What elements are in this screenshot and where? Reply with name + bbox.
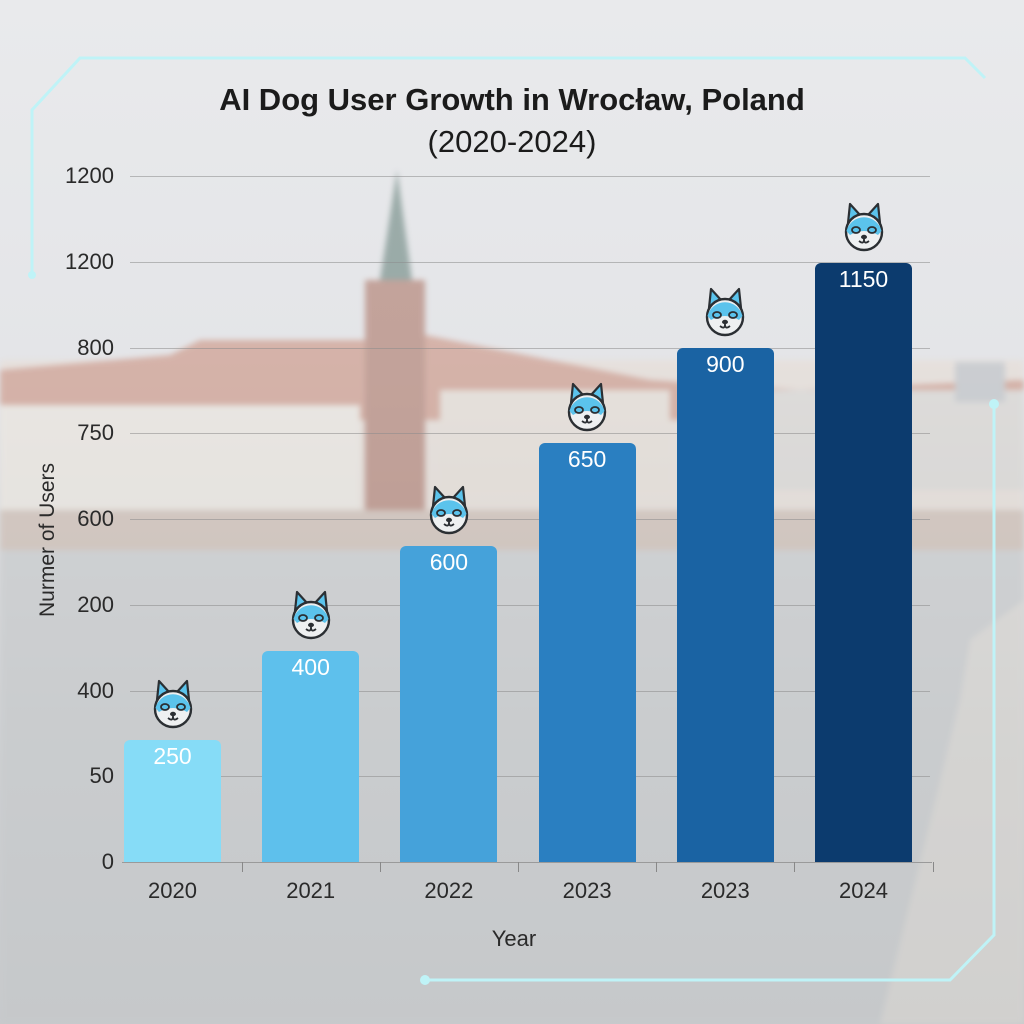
bar-2020	[124, 739, 221, 862]
gridline	[130, 519, 930, 520]
bar-2023	[676, 348, 774, 862]
gridline	[130, 604, 930, 606]
y-tick-label: 750	[77, 420, 114, 446]
dog-face-icon	[149, 678, 197, 730]
bar-value-label: 650	[567, 445, 607, 472]
frame-dot	[420, 975, 430, 985]
y-tick-label: 50	[89, 763, 114, 789]
x-axis-line	[122, 862, 932, 863]
x-tick-label: 2021	[286, 878, 336, 903]
bar-2021	[262, 650, 360, 862]
y-tick-label: 800	[77, 334, 114, 360]
bar-value-label: 900	[706, 351, 745, 378]
y-tick-label: 600	[77, 506, 114, 531]
bar-value-label: 250	[153, 742, 192, 769]
chart-subtitle: (2020-2024)	[427, 124, 597, 159]
bar-value-label: 600	[429, 549, 469, 576]
dog-face-icon	[840, 201, 888, 253]
bar-value-label: 1150	[838, 266, 889, 293]
y-tick-label: 1200	[65, 248, 114, 274]
dog-face-icon	[563, 381, 611, 433]
bar-2022	[400, 546, 498, 862]
bar-2024	[815, 263, 912, 862]
x-tick-label: 2023	[700, 878, 750, 903]
gridline	[130, 176, 930, 177]
x-tick-label: 2022	[424, 878, 474, 903]
dog-face-icon	[425, 484, 473, 536]
y-tick-label: 0	[101, 849, 114, 874]
dog-face-icon	[701, 286, 749, 338]
x-tick-mark	[379, 862, 381, 872]
x-tick-label: 2020	[148, 878, 197, 903]
y-tick-label: 400	[77, 677, 114, 703]
gridline	[130, 690, 930, 692]
dog-face-icon	[287, 589, 335, 641]
x-tick-mark	[241, 862, 243, 872]
x-tick-mark	[518, 862, 519, 872]
gridline	[130, 261, 930, 263]
x-tick-label: 2024	[839, 878, 888, 903]
frame-dot	[28, 271, 36, 279]
frame-dot	[989, 399, 999, 409]
x-axis-label: Year	[491, 926, 537, 951]
bar-2023	[538, 442, 636, 862]
x-tick-mark	[656, 862, 658, 872]
chart-title: AI Dog User Growth in Wrocław, Poland	[219, 82, 805, 117]
gridline	[130, 433, 930, 435]
y-axis-label: Nurmer of Users	[36, 462, 59, 618]
x-tick-label: 2023	[562, 878, 612, 903]
x-tick-mark	[932, 862, 934, 872]
y-tick-label: 200	[77, 591, 114, 617]
frame-line-bottom-right	[425, 404, 996, 982]
bar-value-label: 400	[291, 653, 330, 680]
gridline	[130, 347, 930, 349]
x-tick-mark	[794, 862, 796, 872]
frame-line-top-left	[30, 56, 987, 275]
y-tick-label: 1200	[65, 163, 114, 188]
gridline	[130, 776, 930, 778]
